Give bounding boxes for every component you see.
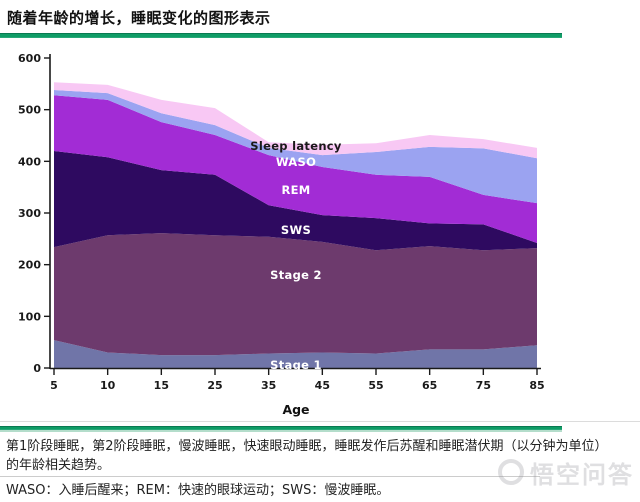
x-tick-label: 85 — [529, 379, 544, 392]
y-tick-label: 0 — [33, 362, 41, 375]
area-waso — [54, 90, 537, 204]
series-label-sws: SWS — [281, 223, 311, 237]
watermark-text: 悟空问答 — [530, 460, 634, 489]
title-underline-bar — [0, 33, 562, 38]
x-tick-label: 10 — [100, 379, 116, 392]
x-tick-label: 25 — [207, 379, 222, 392]
x-tick-label: 45 — [315, 379, 330, 392]
y-tick-label: 400 — [18, 155, 41, 168]
series-label-stage-2: Stage 2 — [270, 268, 322, 282]
series-label-waso: WASO — [276, 155, 316, 169]
watermark: 悟空问答 — [498, 452, 634, 492]
chart-bottom-divider — [0, 421, 640, 422]
x-axis-title: Age — [282, 402, 309, 417]
series-label-rem: REM — [281, 183, 310, 197]
area-sws — [54, 151, 537, 251]
y-tick-label: 100 — [18, 310, 41, 323]
area-stage-2 — [54, 233, 537, 356]
sleep-area-chart-svg: 0 100 200 300 400 500 600 5 10 15 25 35 45 55 65 75 85 Ag… — [18, 52, 545, 417]
y-tick-label: 500 — [18, 104, 41, 117]
area-stage-1 — [54, 340, 537, 368]
y-tick-label: 600 — [18, 52, 41, 65]
series-label-stage-1: Stage 1 — [270, 358, 322, 372]
x-tick-label: 55 — [368, 379, 383, 392]
abbreviation-note: WASO：入睡后醒来；REM：快速的眼球运动；SWS：慢波睡眠。 — [6, 483, 390, 498]
x-tick-label: 5 — [50, 379, 58, 392]
page-title: 随着年龄的增长，睡眠变化的图形表示 — [7, 9, 271, 27]
y-tick-label: 300 — [18, 207, 41, 220]
caption-top-bar — [0, 426, 562, 432]
x-tick-label: 75 — [476, 379, 491, 392]
figure-caption: 第1阶段睡眠，第2阶段睡眠，慢波睡眠，快速眼动睡眠，睡眠发作后苏醒和睡眠潜伏期（… — [6, 439, 608, 473]
y-tick-label: 200 — [18, 259, 41, 272]
area-rem — [54, 95, 537, 243]
x-tick-label: 15 — [154, 379, 169, 392]
series-label-sleep-latency: Sleep latency — [250, 139, 342, 153]
caption-divider — [0, 476, 540, 477]
x-tick-label: 35 — [261, 379, 276, 392]
area-sleep-latency — [54, 82, 537, 159]
x-tick-label: 65 — [422, 379, 437, 392]
watermark-logo-icon — [498, 459, 524, 485]
sleep-area-chart: 0 100 200 300 400 500 600 5 10 15 25 35 45 55 65 75 85 Ag… — [18, 52, 545, 417]
